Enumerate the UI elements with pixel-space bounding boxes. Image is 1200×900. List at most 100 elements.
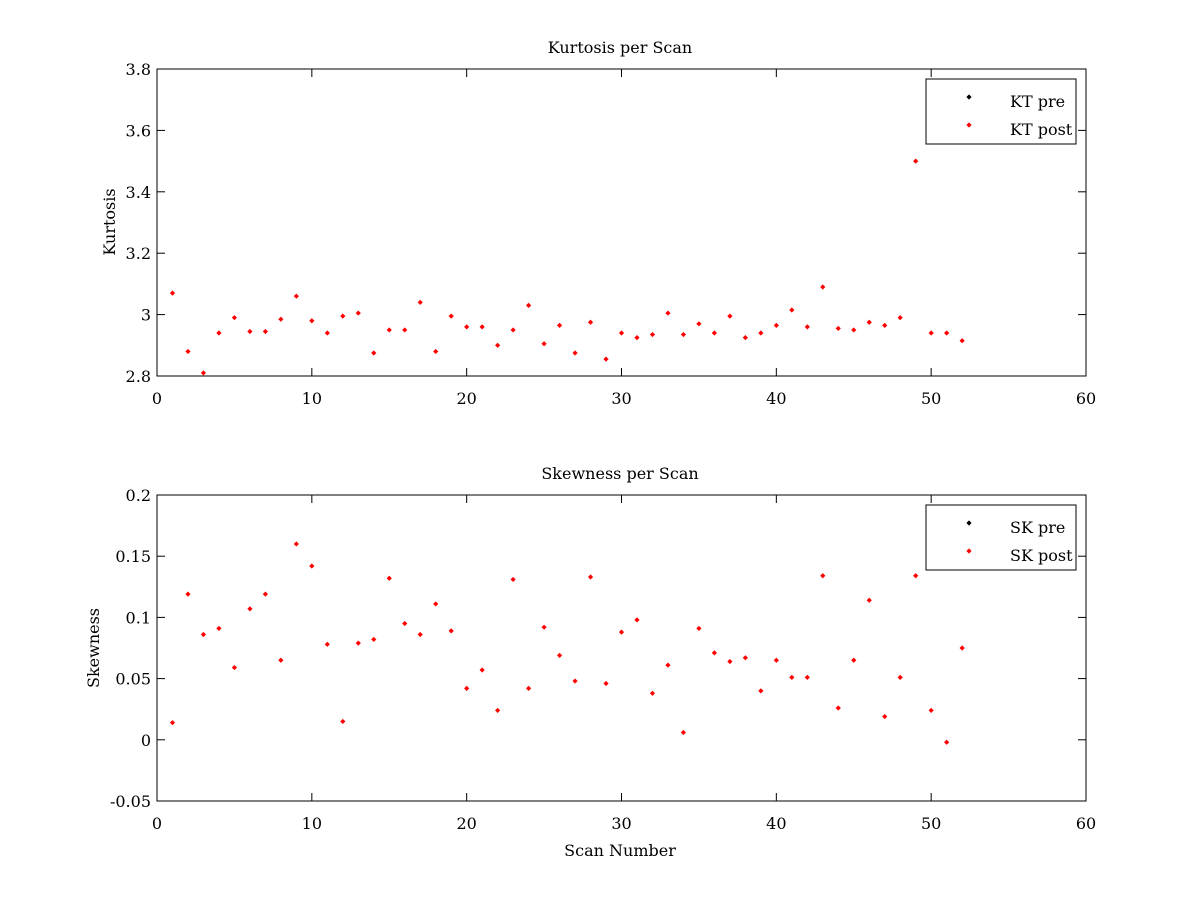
skewness-point [371, 636, 377, 643]
legend-marker-kt-post [966, 122, 972, 128]
kurtosis-point [835, 325, 841, 332]
kurtosis-xtick-label: 50 [921, 389, 941, 408]
skewness-ytick-label: -0.05 [110, 792, 151, 811]
skewness-point [448, 628, 454, 634]
skewness-ytick-label: 0.1 [126, 608, 151, 627]
kurtosis-ylabel: Kurtosis [100, 188, 119, 255]
skewness-point [402, 620, 408, 627]
kurtosis-ytick-label: 3.4 [126, 183, 151, 202]
skewness-point [665, 662, 671, 668]
skewness-point [959, 645, 965, 651]
skewness-point [495, 707, 501, 714]
kurtosis-point [231, 315, 238, 321]
skewness-point [216, 625, 222, 632]
skewness-xtick-label: 10 [302, 814, 322, 833]
kurtosis-point [464, 324, 470, 330]
skewness-point [556, 652, 563, 658]
skewness-point [417, 631, 423, 638]
kurtosis-point [169, 290, 176, 296]
skewness-point [882, 713, 888, 720]
kurtosis-point [742, 335, 748, 341]
skewness-point [866, 597, 872, 603]
kurtosis-point [572, 350, 578, 356]
skewness-point [928, 707, 934, 714]
kurtosis-point [200, 370, 207, 376]
kurtosis-point [882, 322, 888, 328]
skewness-point [696, 625, 702, 632]
kurtosis-point [634, 335, 640, 341]
legend-marker-shape [966, 122, 972, 128]
skewness-points [169, 541, 965, 745]
kurtosis-point [247, 328, 253, 335]
skewness-point [572, 678, 578, 684]
skewness-point [433, 601, 439, 607]
skewness-title: Skewness per Scan [541, 464, 698, 483]
skewness-panel: Skewness per Scan Skewness Scan Number 0… [84, 464, 1096, 860]
skewness-point [169, 720, 176, 726]
skewness-point [541, 624, 547, 630]
skewness-point [324, 641, 330, 647]
skewness-point [711, 650, 717, 656]
skewness-xlabel: Scan Number [564, 841, 676, 860]
skewness-ytick-label: 0 [141, 731, 151, 750]
skewness-point [944, 739, 950, 745]
kurtosis-xtick-label: 30 [611, 389, 631, 408]
kurtosis-point [603, 356, 609, 362]
kurtosis-point [944, 330, 950, 336]
kurtosis-ytick-label: 3.6 [126, 121, 151, 140]
kurtosis-point [556, 322, 563, 328]
legend-label-sk-pre: SK pre [1010, 518, 1065, 537]
kurtosis-point [913, 158, 919, 164]
skewness-ylabel: Skewness [84, 608, 103, 688]
kurtosis-point [866, 319, 872, 325]
skewness-point [464, 685, 470, 691]
skewness-point [913, 573, 919, 579]
kurtosis-point [649, 331, 656, 338]
skewness-point [851, 657, 857, 663]
kurtosis-point [402, 327, 408, 333]
kurtosis-xtick-label: 60 [1076, 389, 1096, 408]
kurtosis-point [340, 313, 346, 319]
skewness-xtick-label: 30 [611, 814, 631, 833]
legend-label-sk-post: SK post [1010, 546, 1073, 565]
skewness-point [309, 563, 315, 569]
skewness-point [247, 606, 253, 612]
kurtosis-points [169, 158, 965, 376]
skewness-point [293, 541, 299, 547]
kurtosis-xtick-label: 10 [302, 389, 322, 408]
kurtosis-point [479, 324, 485, 330]
skewness-point [510, 576, 516, 583]
kurtosis-ticks: 0 10 20 30 40 50 60 2.8 3 3.2 3.4 3.6 3.8 [126, 60, 1097, 408]
skewness-point [355, 640, 361, 646]
kurtosis-point [587, 319, 594, 325]
kurtosis-point [293, 293, 299, 299]
skewness-point [231, 664, 238, 671]
kurtosis-point [773, 322, 779, 328]
kurtosis-point [541, 341, 547, 347]
skewness-xtick-label: 60 [1076, 814, 1096, 833]
kurtosis-point [851, 327, 857, 333]
skewness-point [742, 655, 748, 661]
skewness-point [386, 575, 392, 581]
skewness-point [758, 688, 764, 694]
kurtosis-point [804, 324, 810, 330]
kurtosis-point [417, 299, 423, 305]
legend-marker-shape [966, 94, 972, 100]
kurtosis-point [789, 307, 795, 313]
kurtosis-point [386, 327, 392, 333]
skewness-point [820, 573, 826, 579]
skewness-point [789, 674, 795, 680]
skewness-xtick-label: 20 [456, 814, 476, 833]
kurtosis-point [185, 348, 191, 355]
skewness-point [727, 658, 733, 665]
kurtosis-point [309, 318, 315, 324]
kurtosis-point [897, 315, 903, 321]
legend-marker-shape [966, 548, 972, 554]
kurtosis-point [324, 330, 330, 336]
kurtosis-point [820, 284, 826, 290]
legend-marker-sk-post [966, 548, 972, 554]
skewness-point [897, 674, 903, 680]
kurtosis-point [216, 330, 222, 336]
kurtosis-xtick-label: 0 [152, 389, 162, 408]
kurtosis-legend-box [925, 78, 1077, 145]
